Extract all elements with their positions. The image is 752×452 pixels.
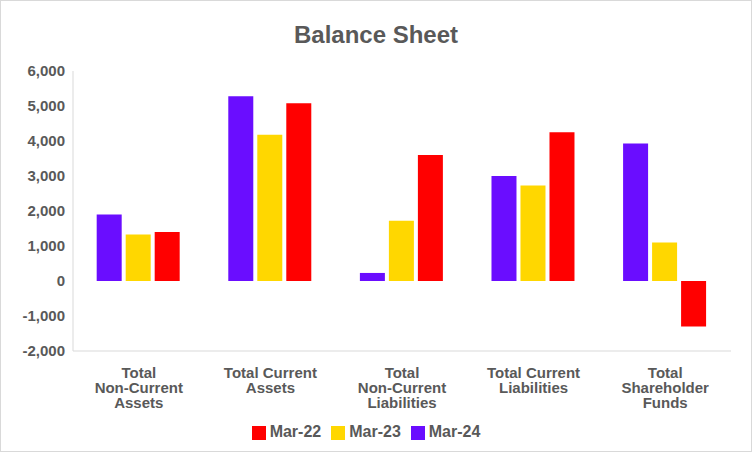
- svg-text:TotalNon-CurrentAssets: TotalNon-CurrentAssets: [95, 364, 183, 411]
- svg-text:TotalNon-CurrentLiabilities: TotalNon-CurrentLiabilities: [358, 364, 446, 411]
- svg-text:3,000: 3,000: [27, 167, 65, 184]
- svg-text:2,000: 2,000: [27, 202, 65, 219]
- svg-text:Total CurrentLiabilities: Total CurrentLiabilities: [487, 364, 580, 396]
- svg-text:6,000: 6,000: [27, 62, 65, 79]
- html-text:Mar-23: Mar-23: [349, 423, 401, 440]
- html-text:Balance Sheet: Balance Sheet: [294, 21, 458, 48]
- svg-text:-1,000: -1,000: [22, 307, 65, 324]
- svg-text:4,000: 4,000: [27, 132, 65, 149]
- html-text:Mar-24: Mar-24: [428, 423, 481, 440]
- svg-text:Total CurrentAssets: Total CurrentAssets: [224, 364, 317, 396]
- svg-text:5,000: 5,000: [27, 97, 65, 114]
- svg-text:TotalShareholderFunds: TotalShareholderFunds: [621, 364, 709, 411]
- svg-text:1,000: 1,000: [27, 237, 65, 254]
- html-text:Mar-22: Mar-22: [269, 423, 322, 440]
- svg-text:-2,000: -2,000: [22, 342, 65, 359]
- svg-text:0: 0: [57, 272, 65, 289]
